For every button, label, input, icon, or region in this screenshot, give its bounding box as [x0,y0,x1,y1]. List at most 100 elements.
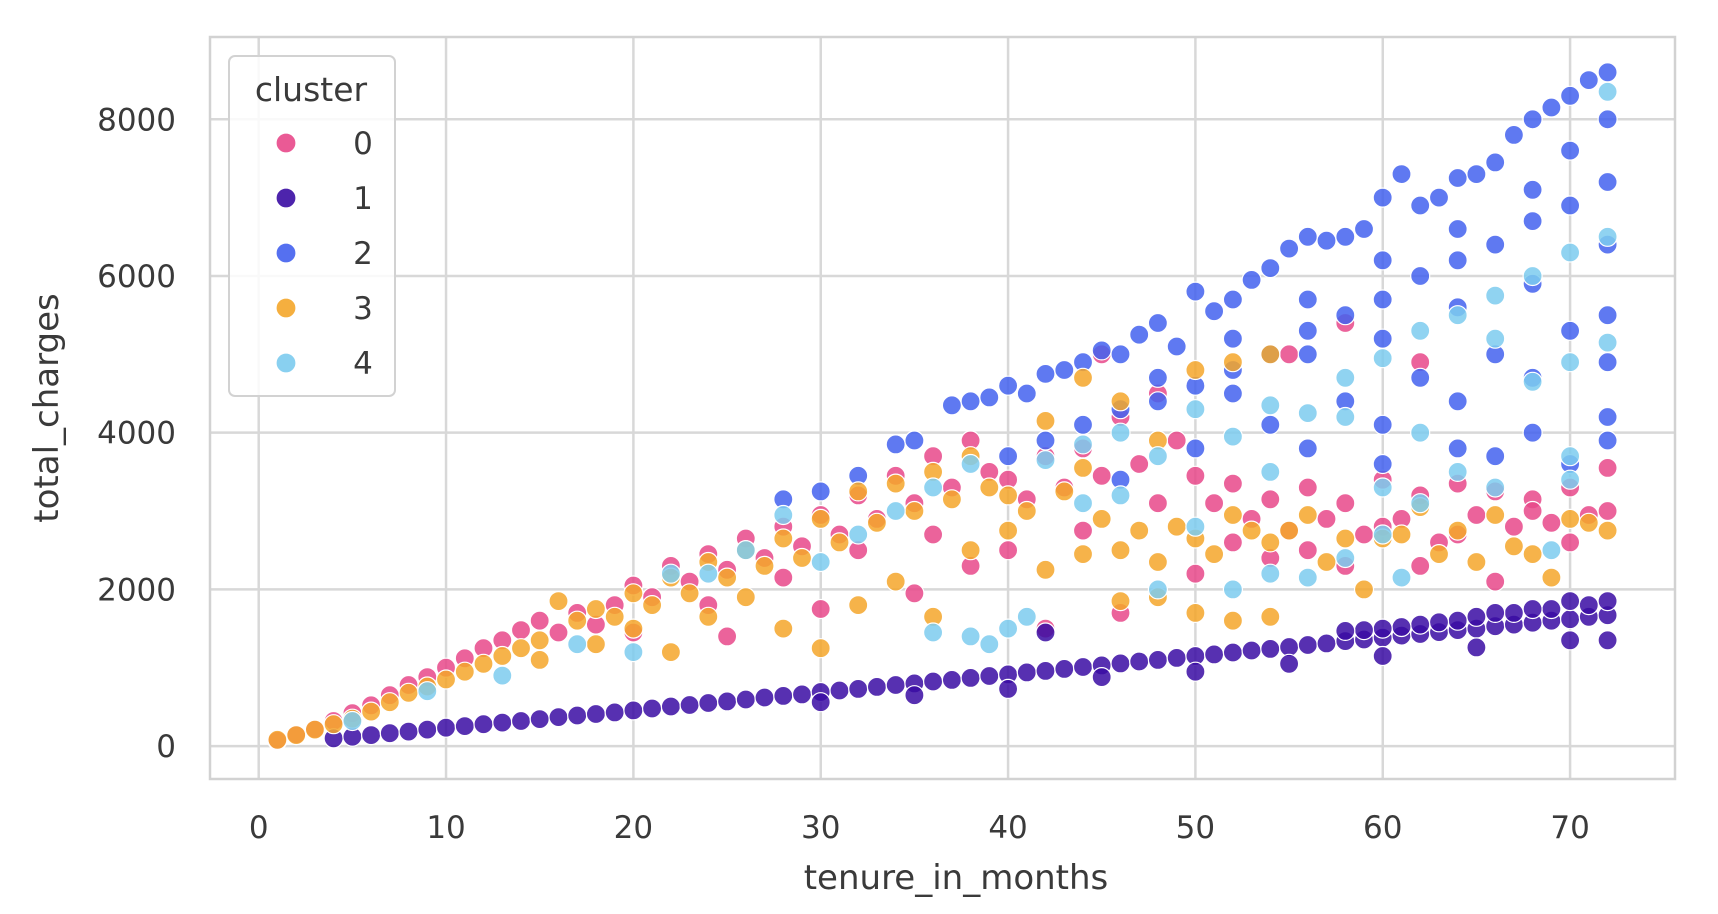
data-point-cluster-1 [1428,612,1450,633]
data-point-cluster-1 [1278,636,1300,658]
data-point-cluster-0 [1185,465,1206,486]
data-point-cluster-0 [1091,465,1112,486]
x-tick-label: 60 [1363,810,1402,846]
legend-marker-4 [275,352,297,374]
data-point-cluster-4 [1372,524,1393,545]
data-point-cluster-4 [1260,563,1281,584]
data-point-cluster-2 [1466,164,1487,185]
data-point-cluster-2 [1522,422,1543,443]
data-point-cluster-2 [1016,383,1037,404]
data-point-cluster-3 [604,606,625,627]
x-tick-labels: 0 10 20 30 40 50 60 70 [249,810,1590,846]
data-point-cluster-3 [1072,457,1094,478]
data-point-cluster-3 [1222,504,1244,526]
data-point-cluster-4 [1260,461,1281,482]
data-point-cluster-0 [1072,520,1094,541]
data-point-cluster-4 [1485,285,1506,306]
data-point-cluster-4 [1447,461,1468,482]
data-point-cluster-2 [1597,305,1618,326]
x-axis-title: tenure_in_months [804,858,1109,898]
data-point-cluster-0 [1260,489,1281,510]
data-point-cluster-1 [1447,610,1468,631]
data-point-cluster-3 [1503,536,1525,557]
data-point-cluster-1 [1597,630,1618,651]
data-point-cluster-0 [1278,344,1300,365]
data-point-cluster-2 [810,481,831,502]
legend-items: 0 1 2 3 4 [275,126,373,382]
data-point-cluster-2 [1372,328,1393,349]
data-point-cluster-2 [885,434,906,455]
data-point-cluster-3 [1353,579,1375,600]
data-point-cluster-2 [1522,179,1543,200]
data-point-cluster-2 [1054,359,1075,381]
data-point-cluster-4 [1522,371,1543,392]
data-point-cluster-1 [548,706,569,728]
data-point-cluster-3 [716,567,738,588]
legend-label-4: 4 [353,346,373,382]
data-point-cluster-4 [1072,434,1094,455]
data-point-cluster-2 [1559,85,1581,106]
data-point-cluster-0 [1297,540,1318,561]
data-point-cluster-2 [1559,195,1581,216]
data-point-cluster-3 [1035,410,1056,431]
data-point-cluster-3 [960,540,981,561]
data-point-cluster-0 [1297,477,1318,498]
data-point-cluster-0 [904,583,925,604]
data-point-cluster-4 [1391,567,1412,588]
data-point-cluster-3 [735,587,756,608]
data-point-cluster-0 [1166,430,1187,451]
data-point-cluster-1 [1466,637,1487,658]
data-point-cluster-1 [829,680,850,701]
legend-marker-1 [275,187,297,209]
data-point-cluster-0 [922,524,944,545]
data-point-cluster-3 [1110,590,1131,612]
data-point-cluster-0 [1222,473,1244,494]
data-point-cluster-1 [567,705,588,726]
y-tick-label: 2000 [97,572,176,608]
data-point-cluster-2 [1597,352,1618,373]
data-point-cluster-0 [716,626,738,647]
data-point-cluster-0 [1353,524,1375,545]
data-point-cluster-4 [342,710,363,732]
data-point-cluster-1 [960,667,981,689]
data-point-cluster-2 [1503,124,1525,145]
data-point-cluster-3 [1260,532,1281,553]
data-point-cluster-4 [1485,477,1506,498]
data-point-cluster-4 [1147,579,1169,600]
data-point-cluster-1 [1278,653,1300,674]
data-point-cluster-2 [1447,218,1468,240]
data-point-cluster-2 [1297,226,1318,247]
data-point-cluster-4 [1185,516,1206,537]
data-point-cluster-3 [866,512,888,533]
data-point-cluster-0 [529,610,550,631]
data-point-cluster-2 [1222,383,1244,404]
data-point-cluster-2 [1297,344,1318,365]
data-point-cluster-1 [1091,666,1112,688]
legend-marker-3 [275,297,297,319]
data-point-cluster-1 [1016,662,1037,683]
legend-box [228,55,396,397]
data-point-cluster-0 [1559,532,1581,553]
data-point-cluster-2 [1147,312,1169,334]
data-point-cluster-2 [1372,250,1393,271]
data-point-cluster-4 [1485,328,1506,349]
data-point-cluster-3 [1185,359,1206,381]
data-point-cluster-3 [529,630,550,651]
data-point-cluster-4 [698,563,719,584]
data-point-cluster-1 [1185,661,1206,682]
data-point-cluster-4 [1559,352,1581,373]
data-point-cluster-2 [1129,324,1150,345]
x-tick-label: 30 [801,810,840,846]
data-point-cluster-3 [773,528,794,549]
data-point-cluster-1 [941,669,963,691]
data-point-cluster-0 [1222,532,1244,553]
data-point-cluster-1 [510,710,532,732]
data-point-cluster-4 [1372,477,1393,498]
data-point-cluster-3 [304,719,325,740]
data-point-cluster-3 [641,594,663,616]
data-point-cluster-2 [1485,234,1506,255]
y-tick-label: 8000 [97,102,176,138]
data-point-cluster-3 [660,641,682,663]
data-point-cluster-1 [1353,619,1375,641]
data-point-cluster-2 [1035,430,1056,451]
